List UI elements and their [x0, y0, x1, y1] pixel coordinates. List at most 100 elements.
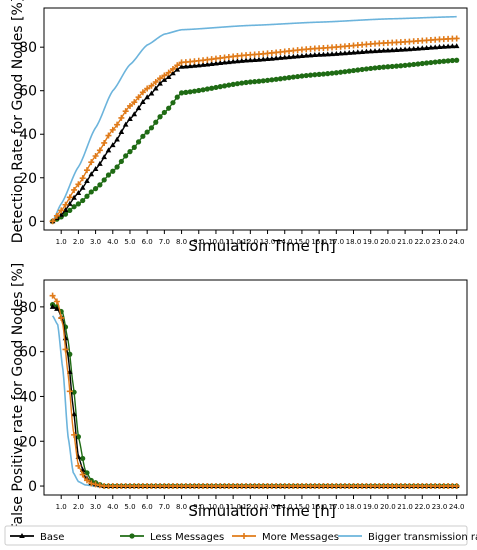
false-positive-ylabel: False Positive rate for Good Nodes [%]: [10, 263, 26, 531]
data-point: [256, 56, 262, 62]
data-point: [453, 35, 460, 42]
data-point: [49, 292, 56, 299]
data-point: [88, 189, 94, 195]
data-point: [131, 144, 137, 150]
data-point: [436, 44, 443, 50]
x-tick-label: 1.0: [56, 503, 67, 511]
data-point: [346, 68, 352, 74]
x-tick-label: 18.0: [346, 503, 362, 511]
data-point: [432, 59, 438, 65]
data-point: [71, 194, 77, 200]
data-point: [432, 44, 438, 50]
y-tick-label: 80: [19, 300, 37, 316]
data-point: [454, 57, 460, 63]
data-point: [88, 159, 95, 166]
data-point: [161, 109, 167, 116]
legend: Base Less Messages More Messages Bigger tra…: [4, 525, 477, 546]
x-tick-label: 9.0: [193, 503, 204, 511]
data-point: [247, 57, 254, 63]
data-point: [363, 48, 370, 54]
x-tick-label: 24.0: [449, 503, 465, 511]
x-tick-label: 3.0: [90, 238, 101, 246]
data-point: [92, 153, 99, 159]
data-point: [114, 164, 120, 170]
x-tick-label: 3.0: [90, 503, 101, 511]
data-point: [423, 60, 430, 66]
plot-area-frame: [43, 7, 468, 231]
data-point: [140, 133, 146, 139]
data-point: [75, 190, 82, 195]
x-tick-label: 6.0: [142, 238, 153, 246]
data-point: [260, 56, 267, 62]
y-tick-label: 80: [19, 40, 37, 56]
data-point: [152, 79, 159, 85]
data-point: [393, 63, 400, 69]
data-point: [269, 77, 275, 83]
series-bigger-transmission-rate: [51, 315, 457, 487]
data-point: [105, 172, 112, 178]
x-tick-label: 18.0: [346, 238, 362, 246]
x-tick-label: 11.0: [225, 238, 241, 246]
data-point: [208, 60, 215, 66]
series-less-messages: [49, 302, 460, 489]
series-less-messages: [49, 57, 460, 224]
data-point: [83, 167, 90, 174]
legend-marker: [241, 533, 247, 539]
data-point: [84, 193, 90, 199]
data-point: [329, 51, 335, 57]
data-point: [135, 139, 142, 145]
data-point: [83, 477, 90, 484]
series-line: [52, 59, 457, 222]
data-point: [79, 184, 86, 190]
data-point: [393, 47, 400, 53]
data-point: [316, 51, 322, 57]
data-point: [385, 47, 391, 53]
data-point: [303, 52, 310, 58]
data-point: [273, 76, 279, 82]
data-point: [126, 102, 133, 109]
x-tick-label: 22.0: [414, 503, 430, 511]
data-point: [97, 182, 103, 188]
data-point: [148, 90, 155, 96]
data-point: [49, 218, 56, 225]
data-point: [178, 63, 185, 69]
data-point: [174, 94, 180, 100]
data-point: [251, 56, 258, 62]
data-point: [67, 207, 73, 214]
data-point: [342, 69, 348, 75]
data-point: [84, 178, 90, 184]
data-point: [307, 52, 314, 58]
y-tick-label: 20: [19, 171, 37, 187]
series-more-messages: [49, 292, 460, 490]
data-point: [79, 175, 86, 182]
data-point: [428, 59, 434, 66]
false-positive-chart: False Positive rate for Good Nodes [%] S…: [10, 263, 468, 531]
plot-area-frame: [43, 279, 468, 496]
data-point: [217, 60, 224, 66]
data-point: [191, 88, 198, 94]
data-point: [58, 314, 65, 321]
data-point: [139, 89, 146, 96]
x-tick-label: 14.0: [277, 238, 293, 246]
data-point: [355, 49, 361, 55]
series-base: [49, 43, 460, 224]
data-point: [144, 129, 150, 135]
data-point: [398, 63, 404, 69]
data-point: [92, 186, 99, 192]
data-point: [71, 411, 77, 417]
data-point: [144, 94, 150, 100]
data-point: [213, 84, 219, 91]
data-point: [71, 186, 78, 193]
data-point: [97, 160, 103, 166]
series-base: [49, 303, 460, 489]
data-point: [157, 114, 163, 120]
series-line: [52, 306, 457, 487]
series-line: [52, 303, 457, 487]
series-line: [51, 315, 457, 487]
x-tick-label: 23.0: [432, 238, 448, 246]
data-point: [230, 58, 236, 64]
data-point: [114, 136, 120, 142]
legend-label: Less Messages: [150, 532, 224, 543]
data-point: [449, 57, 455, 64]
data-point: [269, 55, 275, 61]
